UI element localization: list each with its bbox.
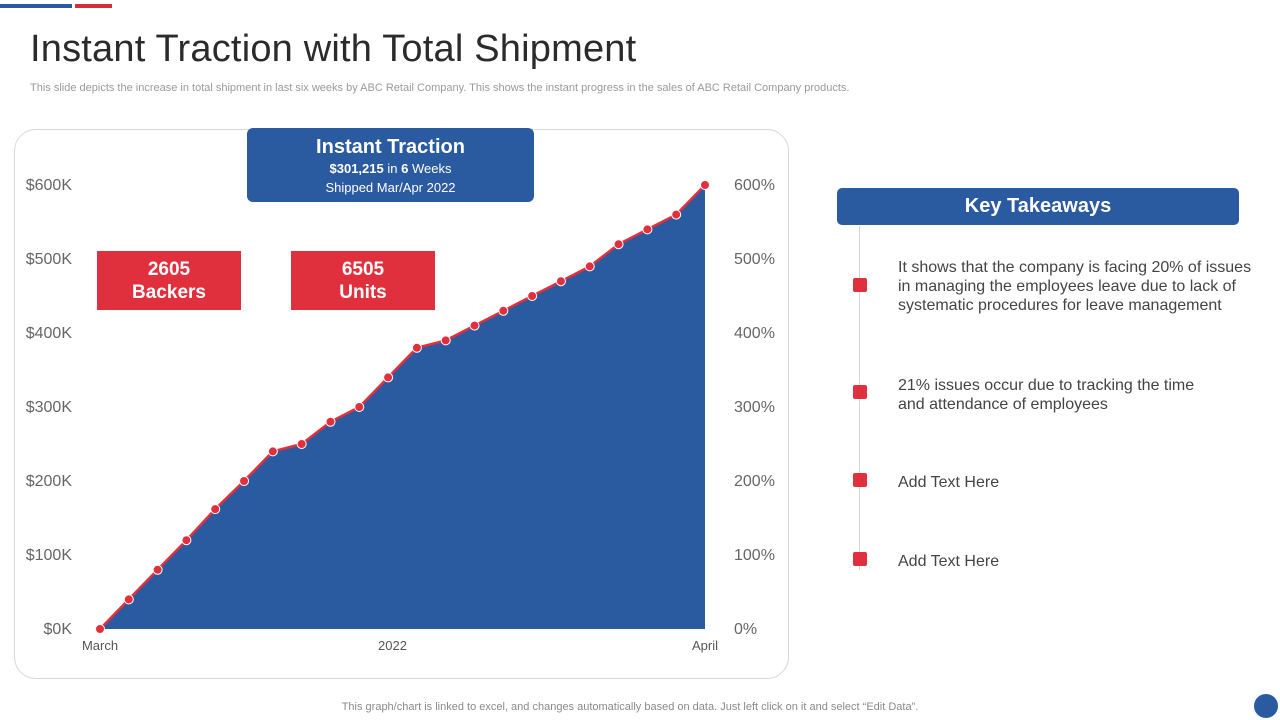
y-right-tick-label: 400%: [734, 325, 775, 342]
y-right-tick-label: 0%: [734, 621, 757, 638]
data-point[interactable]: [354, 402, 365, 412]
takeaway-bullet-icon: [853, 278, 867, 292]
instant-traction-box: Instant Traction $301,215 in 6 Weeks Shi…: [247, 128, 534, 202]
corner-circle-icon: [1254, 694, 1278, 718]
y-right-tick-label: 300%: [734, 399, 775, 416]
y-right-tick-label: 600%: [734, 177, 775, 194]
y-left-tick-label: $100K: [26, 547, 73, 564]
y-left-tick-label: $400K: [26, 325, 73, 342]
top-accent-red: [75, 4, 112, 8]
backers-stat-box: 2605 Backers: [97, 251, 241, 310]
data-point[interactable]: [267, 446, 278, 457]
data-point[interactable]: [181, 535, 192, 546]
units-stat-box: 6505 Units: [291, 251, 435, 310]
key-takeaways-header: Key Takeaways: [837, 188, 1239, 225]
backers-label: Backers: [132, 282, 206, 303]
data-point[interactable]: [469, 320, 480, 331]
y-left-tick-label: $300K: [26, 399, 73, 416]
data-point[interactable]: [498, 305, 509, 316]
data-point[interactable]: [440, 335, 451, 346]
data-point[interactable]: [700, 180, 710, 190]
takeaway-bullet-icon: [853, 552, 867, 566]
footer-note: This graph/chart is linked to excel, and…: [341, 701, 919, 713]
data-point[interactable]: [152, 564, 163, 575]
backers-value: 2605: [147, 259, 191, 280]
shipment-area-chart[interactable]: $0K $100K $200K $300K $400K $500K $600K 0% 100% 2…: [0, 0, 800, 690]
units-label: Units: [339, 282, 387, 303]
data-point[interactable]: [613, 239, 624, 250]
takeaway-bullet-icon: [853, 473, 867, 487]
takeaway-item-3: Add Text Here: [898, 474, 1000, 491]
y-left-tick-label: $600K: [26, 177, 73, 194]
data-point[interactable]: [325, 416, 336, 427]
top-accent-blue: [0, 4, 72, 8]
data-point[interactable]: [95, 624, 105, 634]
page-title: Instant Traction with Total Shipment: [30, 28, 637, 70]
traction-amount: $301,215: [329, 161, 384, 176]
takeaway-item-2: 21% issues occur due to tracking the tim…: [898, 377, 1195, 413]
y-right-tick-label: 200%: [734, 473, 775, 490]
data-point[interactable]: [239, 476, 250, 486]
data-point[interactable]: [671, 209, 682, 220]
takeaway-item-4: Add Text Here: [898, 553, 1000, 570]
y-left-tick-label: $500K: [26, 251, 73, 268]
data-point[interactable]: [411, 342, 422, 353]
data-point[interactable]: [383, 372, 394, 383]
x-tick-label: 2022: [378, 638, 407, 653]
shipment-line: [99, 184, 706, 630]
takeaway-bullet-icon: [853, 385, 867, 399]
y-left-tick-label: $0K: [44, 621, 73, 638]
traction-title: Instant Traction: [316, 136, 465, 158]
x-tick-label: March: [82, 638, 118, 653]
units-value: 6505: [341, 259, 385, 280]
traction-amount-line: $301,215 in 6 Weeks: [247, 159, 534, 178]
takeaway-item-1: It shows that the company is facing 20% …: [898, 259, 1252, 314]
data-point[interactable]: [123, 594, 134, 605]
y-left-tick-label: $200K: [26, 473, 73, 490]
data-point[interactable]: [555, 276, 566, 287]
x-tick-label: April: [692, 638, 718, 653]
shipment-area: [100, 185, 705, 629]
y-right-tick-label: 500%: [734, 251, 775, 268]
traction-weeks: 6: [401, 161, 409, 176]
traction-weeks-label: Weeks: [411, 161, 452, 176]
traction-in: in: [387, 161, 398, 176]
y-right-tick-label: 100%: [734, 547, 775, 564]
data-point[interactable]: [584, 261, 595, 272]
data-point[interactable]: [642, 224, 653, 235]
data-point[interactable]: [527, 291, 538, 301]
traction-shipped: Shipped Mar/Apr 2022: [325, 180, 456, 195]
page-subtitle: This slide depicts the increase in total…: [30, 82, 850, 94]
data-point[interactable]: [210, 504, 221, 515]
data-point[interactable]: [296, 439, 307, 449]
